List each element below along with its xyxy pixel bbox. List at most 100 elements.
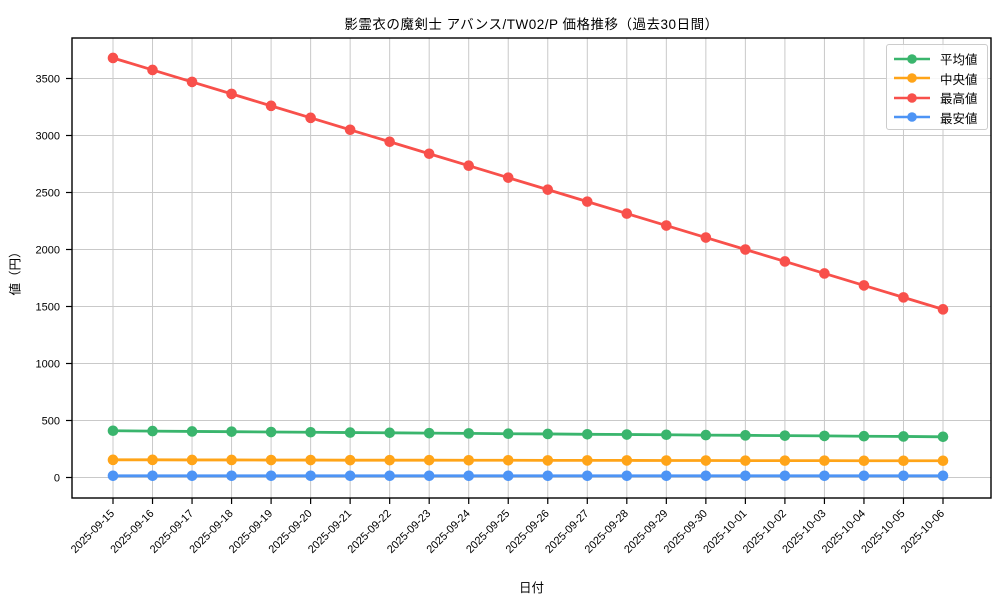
- data-point: [937, 304, 949, 315]
- data-point: [779, 455, 791, 466]
- data-point: [305, 470, 316, 482]
- legend-label: 最高値: [940, 92, 978, 107]
- legend-item-0: 平均値: [891, 49, 987, 69]
- data-point: [186, 454, 198, 466]
- series-line: [111, 429, 945, 439]
- data-point: [740, 430, 751, 441]
- data-point: [740, 244, 751, 255]
- y-tick-label: 1500: [36, 302, 60, 314]
- data-point: [265, 100, 277, 112]
- data-point: [937, 455, 949, 467]
- legend-item-2: 最高値: [891, 88, 987, 108]
- data-point: [463, 160, 475, 172]
- data-point: [186, 426, 198, 437]
- data-point: [700, 429, 712, 441]
- data-point: [542, 455, 554, 466]
- data-point: [384, 136, 395, 148]
- data-point: [463, 428, 475, 439]
- series-line: [111, 56, 945, 311]
- data-point: [384, 470, 395, 482]
- data-point: [186, 470, 198, 482]
- y-axis-label: 値（円）: [8, 245, 23, 296]
- data-point: [819, 470, 830, 482]
- data-point: [819, 455, 830, 466]
- y-tick-label: 3500: [36, 74, 60, 86]
- legend-item-3: 最安値: [891, 108, 987, 128]
- data-point: [858, 455, 870, 467]
- legend-label: 中央値: [940, 72, 978, 87]
- data-point: [305, 454, 316, 466]
- y-tick-label: 2000: [36, 245, 60, 257]
- data-point: [898, 431, 909, 442]
- series-2: [107, 52, 949, 315]
- data-point: [779, 470, 791, 482]
- data-point: [502, 470, 514, 482]
- data-point: [463, 454, 475, 466]
- data-point: [661, 455, 672, 466]
- data-point: [700, 455, 712, 466]
- legend-swatch: [894, 53, 930, 64]
- data-point: [819, 430, 830, 442]
- data-point: [740, 470, 751, 482]
- data-point: [858, 280, 870, 291]
- ticks: [66, 77, 944, 504]
- data-point: [502, 454, 514, 466]
- data-point: [186, 76, 198, 88]
- data-point: [542, 470, 554, 482]
- legend-label: 最安値: [940, 111, 978, 126]
- data-point: [384, 427, 395, 439]
- data-point: [581, 428, 593, 440]
- legend-item-1: 中央値: [891, 69, 987, 89]
- data-point: [858, 430, 870, 442]
- data-point: [344, 124, 356, 136]
- data-point: [107, 470, 119, 482]
- data-point: [542, 428, 554, 440]
- tick-labels: 05001000150020002500300035002025-09-1520…: [36, 74, 948, 556]
- data-point: [581, 470, 593, 482]
- series-3: [107, 470, 949, 482]
- data-point: [107, 425, 119, 437]
- data-point: [147, 454, 158, 466]
- data-point: [779, 256, 791, 267]
- data-point: [226, 426, 237, 437]
- plot-border: [71, 37, 992, 499]
- data-point: [542, 184, 554, 195]
- data-point: [226, 470, 237, 482]
- data-point: [700, 232, 712, 243]
- data-point: [898, 455, 909, 467]
- series-line: [111, 458, 945, 463]
- legend-swatch: [894, 112, 930, 123]
- data-point: [423, 148, 435, 160]
- data-point: [779, 430, 791, 441]
- data-point: [344, 454, 356, 466]
- data-point: [147, 425, 158, 437]
- data-point: [621, 455, 633, 466]
- data-point: [344, 427, 356, 438]
- data-point: [937, 431, 949, 443]
- data-point: [819, 268, 830, 279]
- data-point: [423, 427, 435, 439]
- y-tick-label: 2500: [36, 188, 60, 200]
- data-point: [621, 429, 633, 440]
- data-point: [226, 454, 237, 466]
- data-point: [700, 470, 712, 482]
- y-tick-label: 1000: [36, 359, 60, 371]
- x-axis-label: 日付: [518, 581, 544, 595]
- data-point: [423, 454, 435, 466]
- data-point: [581, 196, 593, 207]
- legend: 平均値中央値最高値最安値: [886, 44, 988, 130]
- series-1: [107, 454, 949, 467]
- data-point: [463, 470, 475, 482]
- data-point: [898, 292, 909, 303]
- data-point: [621, 208, 633, 219]
- data-point: [344, 470, 356, 482]
- data-point: [147, 470, 158, 482]
- data-point: [858, 470, 870, 482]
- legend-swatch: [894, 92, 930, 103]
- data-point: [305, 426, 316, 438]
- data-point: [423, 470, 435, 482]
- legend-swatch: [894, 73, 930, 84]
- chart-title: 影霊衣の魔剣士 アバンス/TW02/P 価格推移（過去30日間）: [344, 17, 719, 32]
